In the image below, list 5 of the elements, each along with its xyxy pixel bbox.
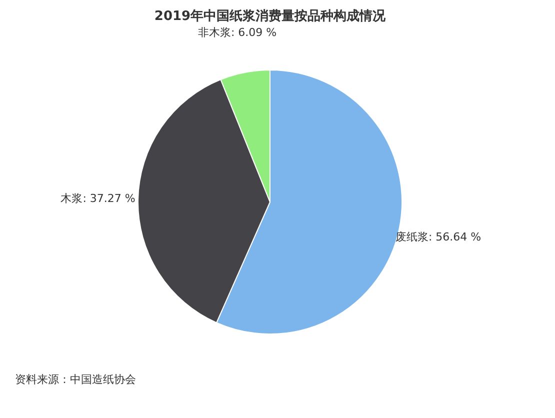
slice-label: 木浆: 37.27 % xyxy=(60,192,136,206)
text: 资料来源：中国造纸协会 xyxy=(15,373,136,386)
chart-title: 2019年中国纸浆消费量按品种构成情况 xyxy=(154,8,387,24)
slice-label: 非木浆: 6.09 % xyxy=(198,26,277,40)
slice-label: 废纸浆: 56.64 % xyxy=(395,230,482,244)
